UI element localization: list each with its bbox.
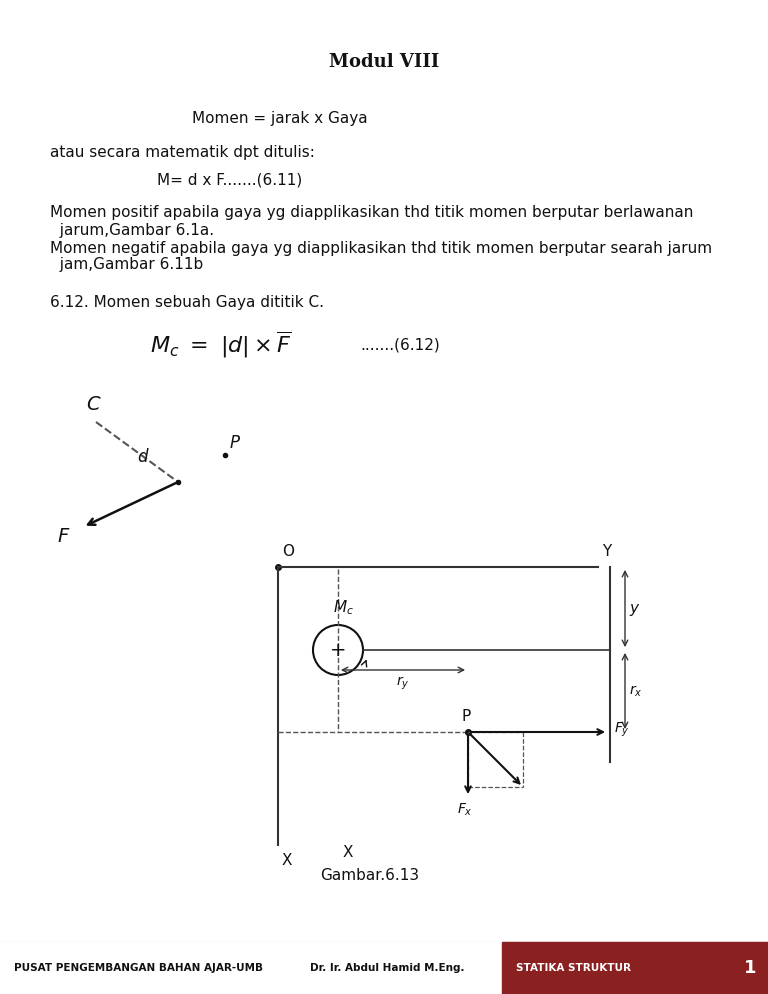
Bar: [502, 942, 768, 994]
Text: PUSAT PENGEMBANGAN BAHAN AJAR-UMB: PUSAT PENGEMBANGAN BAHAN AJAR-UMB: [14, 963, 263, 973]
Text: Momen negatif apabila gaya yg diapplikasikan thd titik momen berputar searah jar: Momen negatif apabila gaya yg diapplikas…: [50, 241, 712, 255]
Text: $F_x$: $F_x$: [457, 802, 473, 818]
Text: F: F: [57, 528, 68, 547]
Text: $M_c$: $M_c$: [333, 598, 354, 617]
Text: X: X: [343, 845, 353, 860]
Text: y: y: [629, 601, 638, 616]
Text: P: P: [462, 709, 471, 724]
Text: $M_c \ = \ |d| \times \overline{F}$: $M_c \ = \ |d| \times \overline{F}$: [150, 330, 292, 360]
Text: 1: 1: [743, 959, 756, 977]
Text: jam,Gambar 6.11b: jam,Gambar 6.11b: [50, 257, 204, 272]
Bar: [0, 942, 502, 994]
Text: $r_x$: $r_x$: [629, 683, 643, 699]
Text: M= d x F.......(6.11): M= d x F.......(6.11): [157, 173, 303, 188]
Text: STATIKA STRUKTUR: STATIKA STRUKTUR: [516, 963, 631, 973]
Text: $F_y$: $F_y$: [614, 721, 630, 740]
Text: jarum,Gambar 6.1a.: jarum,Gambar 6.1a.: [50, 223, 214, 238]
Text: $r_y$: $r_y$: [396, 675, 410, 692]
Text: .......(6.12): .......(6.12): [360, 338, 440, 353]
Text: X: X: [282, 853, 293, 868]
Text: P: P: [230, 434, 240, 452]
Text: atau secara matematik dpt ditulis:: atau secara matematik dpt ditulis:: [50, 144, 315, 159]
Text: 6.12. Momen sebuah Gaya dititik C.: 6.12. Momen sebuah Gaya dititik C.: [50, 294, 324, 309]
Text: +: +: [329, 640, 346, 659]
Text: Y: Y: [602, 544, 611, 559]
Text: O: O: [282, 544, 294, 559]
Text: Momen positif apabila gaya yg diapplikasikan thd titik momen berputar berlawanan: Momen positif apabila gaya yg diapplikas…: [50, 205, 694, 220]
Text: Modul VIII: Modul VIII: [329, 53, 439, 71]
Text: Gambar.6.13: Gambar.6.13: [320, 868, 419, 883]
Text: d: d: [137, 448, 147, 466]
Text: C: C: [86, 395, 100, 414]
Text: Dr. Ir. Abdul Hamid M.Eng.: Dr. Ir. Abdul Hamid M.Eng.: [310, 963, 465, 973]
Text: Momen = jarak x Gaya: Momen = jarak x Gaya: [192, 110, 368, 125]
